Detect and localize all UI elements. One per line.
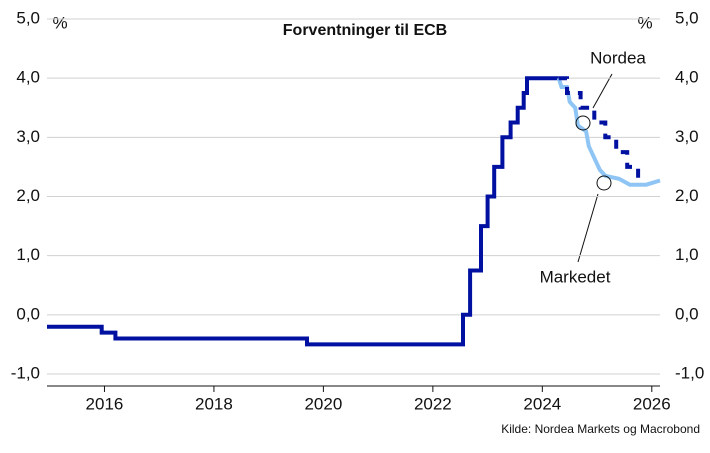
y-tick-label: 4,0 [16, 68, 40, 87]
x-tick-label: 2016 [86, 394, 124, 413]
annotation-circle [575, 115, 591, 131]
chart-title: Forventninger til ECB [283, 22, 447, 39]
x-tick-label: 2024 [523, 394, 561, 413]
y2-tick-label: -1,0 [675, 363, 704, 382]
x-tick-label: 2026 [633, 394, 671, 413]
y2-tick-label: 0,0 [675, 304, 699, 323]
series-line [47, 76, 559, 347]
y2-tick-label: 2,0 [675, 186, 699, 205]
y-tick-label: 5,0 [16, 8, 40, 27]
annotation-pointer [592, 73, 613, 109]
annotation: Markedet [540, 267, 611, 286]
x-tick-label: 2018 [195, 394, 233, 413]
y2-tick-label: 4,0 [675, 68, 699, 87]
y2-tick-label: 5,0 [675, 8, 699, 27]
x-tick-label: 2020 [304, 394, 342, 413]
y-tick-label: 2,0 [16, 186, 40, 205]
y2-tick-label: 1,0 [675, 245, 699, 264]
y-tick-label: 1,0 [16, 245, 40, 264]
y-tick-label: 3,0 [16, 127, 40, 146]
plot-area: -1,0 -1,0 0,0 0,0 1,0 1,0 2,0 2,0 3,0 3,0 4,0 4,0 5,… [11, 8, 705, 413]
annotation-circle [596, 175, 612, 191]
y2-tick-label: 3,0 [675, 127, 699, 146]
series-line [556, 77, 661, 187]
y-unit-right: % [637, 13, 652, 32]
y-tick-label: -1,0 [11, 363, 40, 382]
x-tick-label: 2022 [414, 394, 452, 413]
source: Kilde: Nordea Markets og Macrobond [501, 422, 700, 436]
annotation-pointer [577, 193, 599, 263]
y-unit-left: % [52, 13, 67, 32]
y-tick-label: 0,0 [16, 304, 40, 323]
annotation: Nordea [590, 48, 646, 67]
